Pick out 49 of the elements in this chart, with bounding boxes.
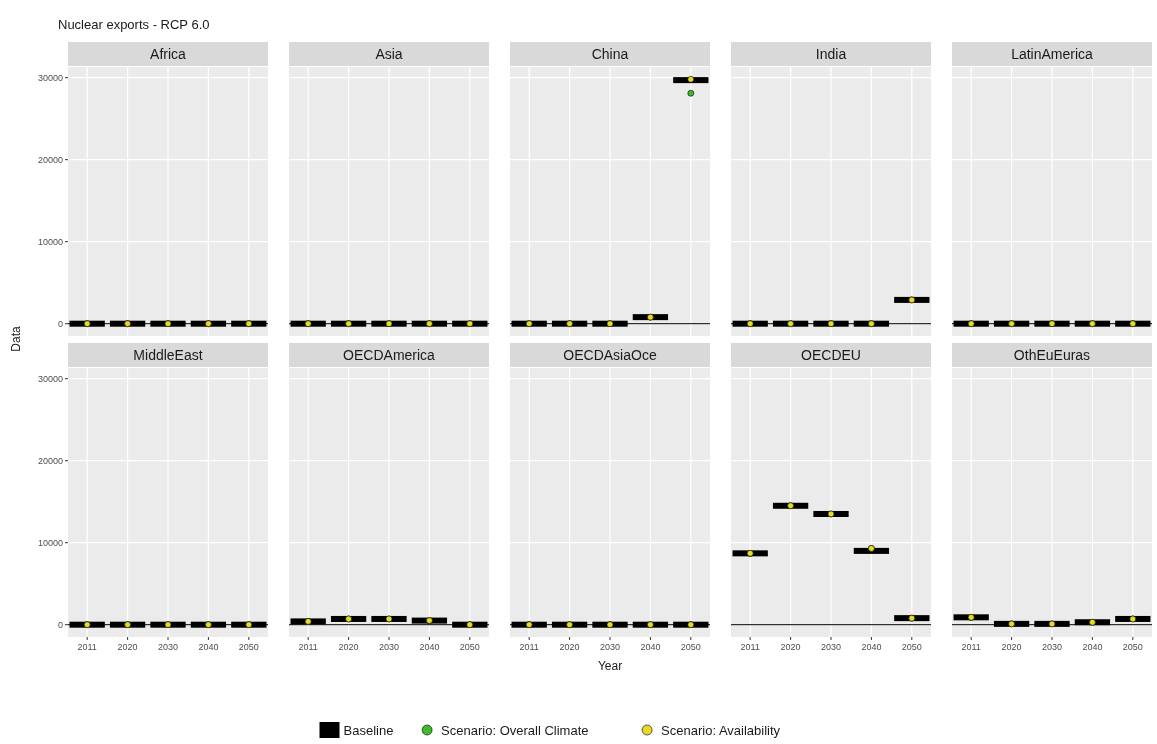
x-tick-label: 2030 [599, 642, 621, 652]
x-tick-label: 2011 [961, 642, 981, 652]
text: Nuclear exports - RCP 6.0 [58, 17, 210, 32]
x-axis-title: Year [597, 659, 623, 673]
x-tick-label: 2050 [680, 642, 701, 652]
x-tick-label: 2011 [740, 642, 760, 652]
x-tick-label: 2030 [820, 642, 842, 652]
x-tick-label: 2020 [1001, 642, 1022, 652]
x-tick-label: 2030 [1041, 642, 1063, 652]
legend-label: Scenario: Availability [661, 723, 781, 738]
x-tick-label: 2020 [117, 642, 138, 652]
y-tick-label: 10000 [37, 236, 63, 247]
x-tick-label: 2020 [559, 642, 580, 652]
chart-title: China [591, 46, 629, 62]
chart-title: Asia [375, 46, 403, 62]
chart-title: Africa [150, 46, 187, 62]
legend-label: Baseline [343, 723, 394, 738]
chart-title: OECDAsiaOce [563, 347, 657, 363]
x-tick-label: 2050 [459, 642, 480, 652]
chart-title: India [815, 46, 847, 62]
y-tick-label: 20000 [37, 154, 63, 165]
x-tick-label: 2040 [1082, 642, 1103, 652]
x-tick-label: 2011 [77, 642, 97, 652]
y-tick-label: 0 [57, 619, 63, 630]
x-tick-label: 2050 [901, 642, 922, 652]
chart-title: OthEuEuras [1013, 347, 1091, 363]
chart-title: OECDAmerica [343, 347, 436, 363]
y-tick-label: 10000 [37, 537, 63, 548]
x-tick-label: 2020 [780, 642, 801, 652]
x-tick-label: 2030 [378, 642, 400, 652]
x-tick-label: 2011 [519, 642, 539, 652]
x-tick-label: 2040 [861, 642, 882, 652]
legend-label: Scenario: Overall Climate [441, 723, 589, 738]
chart-title: OECDEU [801, 347, 861, 363]
x-tick-label: 2030 [157, 642, 179, 652]
x-tick-label: 2050 [238, 642, 259, 652]
y-tick-label: 30000 [37, 373, 63, 384]
x-tick-label: 2040 [640, 642, 661, 652]
y-axis-title: Data [9, 326, 23, 352]
y-tick-label: 0 [57, 318, 63, 329]
chart-title: LatinAmerica [1011, 46, 1094, 62]
y-tick-label: 20000 [37, 455, 63, 466]
x-tick-label: 2040 [419, 642, 440, 652]
x-tick-label: 2011 [298, 642, 318, 652]
x-tick-label: 2050 [1122, 642, 1143, 652]
x-tick-label: 2040 [198, 642, 219, 652]
y-tick-label: 30000 [37, 72, 63, 83]
x-tick-label: 2020 [338, 642, 359, 652]
chart-title: MiddleEast [133, 347, 203, 363]
